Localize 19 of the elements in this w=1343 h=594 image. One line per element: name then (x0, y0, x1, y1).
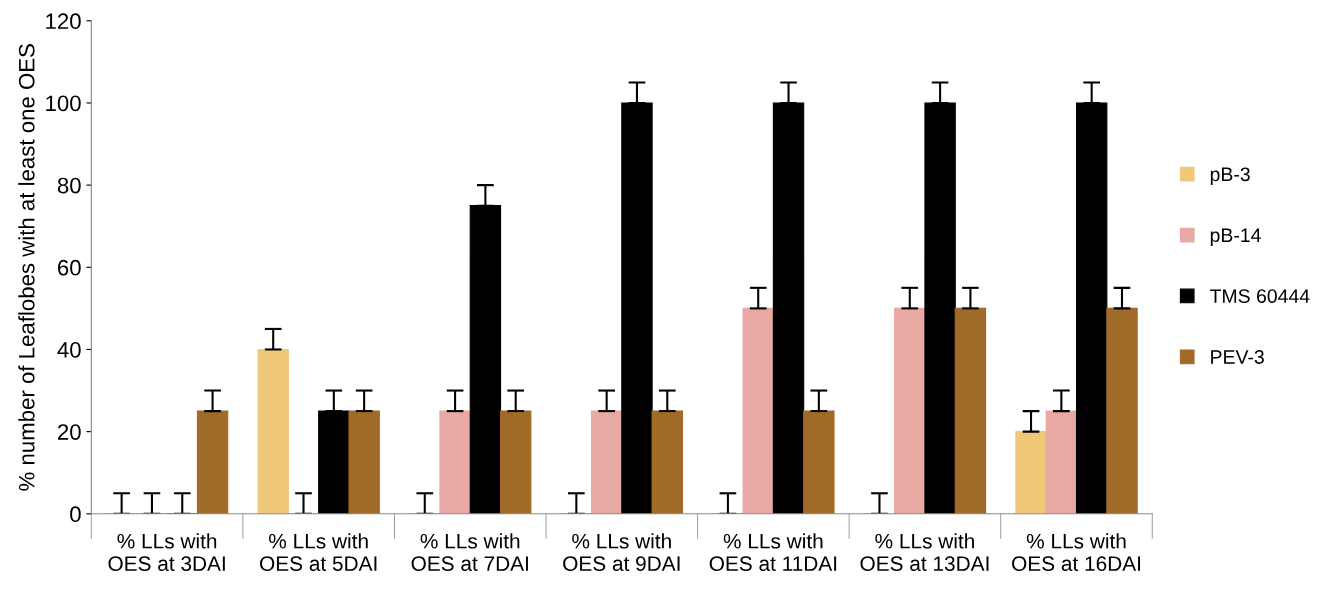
y-tick-label: 20 (58, 424, 81, 440)
legend-label: pB-14 (1210, 228, 1261, 246)
y-axis-title: % number of Leaflobes with at least one OES (18, 44, 35, 491)
y-tick-label: 40 (57, 342, 81, 358)
y-tick-label: 120 (46, 13, 81, 30)
x-tick-label: % LLs with OES at 16DAI (1012, 533, 1141, 571)
x-tick-label: % LLs with OES at 13DAI (860, 533, 989, 571)
legend-label: PEV-3 (1211, 350, 1264, 364)
legend-label: pB-3 (1210, 167, 1250, 186)
y-tick-label: 60 (58, 259, 81, 276)
x-tick-label: % LLs with OES at 9DAI (563, 533, 680, 571)
y-tick-label: 80 (57, 177, 81, 194)
x-tick-label: % LLs with OES at 7DAI (411, 533, 528, 571)
legend-label: TMS 60444 (1210, 289, 1310, 303)
x-tick-label: % LLs with OES at 3DAI (108, 533, 225, 571)
y-tick-label: 0 (70, 506, 81, 523)
x-tick-label: % LLs with OES at 11DAI (709, 533, 837, 571)
y-tick-label: 100 (46, 95, 81, 112)
x-tick-label: % LLs with OES at 5DAI (260, 533, 377, 571)
